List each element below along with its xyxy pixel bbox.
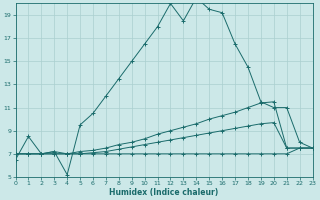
X-axis label: Humidex (Indice chaleur): Humidex (Indice chaleur) xyxy=(109,188,219,197)
